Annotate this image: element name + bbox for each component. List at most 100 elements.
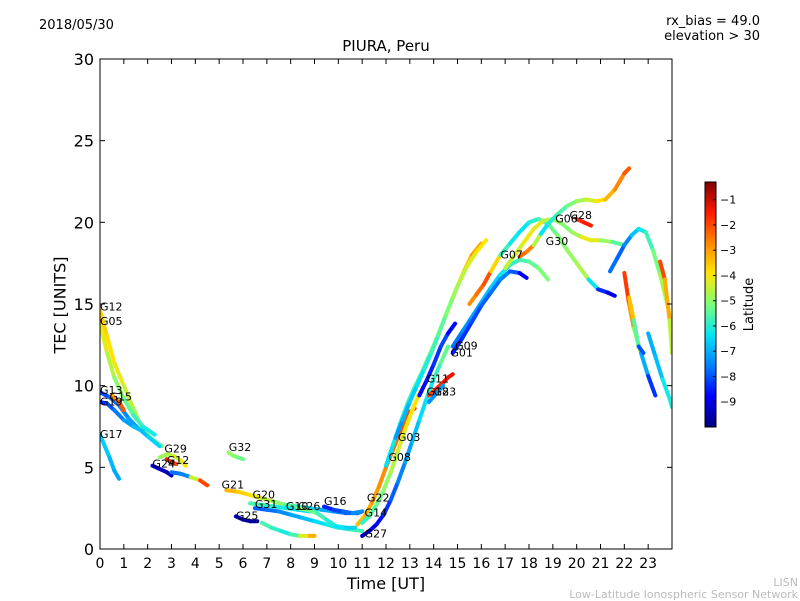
series-segment	[414, 367, 427, 388]
series-segment	[653, 354, 665, 382]
series-segment	[403, 439, 415, 465]
colorbar-tick-label: −9	[720, 396, 736, 409]
satellite-label: G28	[570, 209, 593, 222]
series-segment	[598, 238, 615, 244]
satellite-label: G14	[365, 506, 388, 519]
series-segment	[560, 221, 574, 235]
series-segment	[376, 465, 388, 489]
series-segment	[467, 292, 479, 306]
series-segment	[102, 444, 112, 460]
x-tick-label: 23	[639, 556, 657, 572]
satellite-label: G03	[398, 431, 421, 444]
satellite-label: G22	[367, 492, 390, 505]
series-segment	[248, 501, 265, 507]
y-tick-label: 5	[84, 458, 94, 477]
series-segment	[112, 408, 126, 422]
x-tick-label: 11	[353, 556, 371, 572]
series-segment	[179, 458, 188, 468]
series-g18	[426, 372, 455, 398]
series-segment	[350, 509, 365, 516]
colorbar-tick-label: −8	[720, 370, 736, 383]
y-tick-label: 15	[74, 295, 94, 314]
series-g02a	[169, 470, 210, 488]
x-tick-label: 3	[167, 556, 176, 572]
chart-title: PIURA, Peru	[342, 37, 430, 55]
series-segment	[660, 377, 672, 401]
series-segment	[224, 488, 241, 494]
series-segment	[388, 480, 400, 502]
satellite-label: G06	[555, 212, 578, 225]
satellite-label: G17	[100, 428, 123, 441]
series-segment	[260, 496, 276, 504]
series-segment	[248, 493, 265, 501]
series-segment	[369, 484, 381, 506]
series-segment	[538, 221, 551, 236]
series-segment	[546, 212, 560, 226]
rx-bias-label: rx_bias = 49.0	[666, 14, 760, 29]
series-segment	[400, 400, 412, 422]
series-g10	[260, 520, 317, 538]
series-segment	[488, 272, 503, 290]
satellite-label: G19	[100, 395, 123, 408]
series-segment	[646, 331, 658, 359]
series-segment	[436, 313, 448, 338]
series-g26	[295, 506, 358, 530]
series-segment	[581, 220, 593, 228]
series-segment	[107, 395, 122, 408]
chart-date: 2018/05/30	[39, 18, 114, 33]
series-segment	[422, 351, 434, 372]
series-segment	[503, 253, 517, 271]
series-segment	[260, 502, 276, 509]
series-segment	[445, 372, 455, 380]
series-segment	[403, 408, 415, 432]
satellite-label: G12	[167, 454, 190, 467]
series-g07	[467, 217, 617, 306]
satellite-label: G24	[152, 457, 175, 470]
series-segment	[112, 468, 122, 481]
x-tick-label: 2	[143, 556, 152, 572]
satellite-label: G13	[100, 384, 123, 397]
series-g01	[450, 269, 529, 355]
series-g15	[109, 393, 126, 413]
y-tick-label: 10	[74, 377, 94, 396]
series-segment	[100, 432, 107, 449]
series-segment	[112, 360, 126, 388]
series-segment	[631, 318, 641, 349]
series-g03	[393, 238, 489, 440]
series-segment	[662, 277, 672, 323]
y-tick-label: 20	[74, 213, 94, 232]
series-segment	[586, 277, 601, 292]
satellite-label: G10	[286, 500, 309, 513]
satellite-label: G01	[450, 346, 473, 359]
series-segment	[131, 413, 145, 429]
series-segment	[410, 417, 422, 444]
series-segment	[381, 470, 393, 493]
series-segment	[498, 269, 512, 282]
series-segment	[450, 279, 462, 300]
satellite-label: G18	[427, 385, 450, 398]
series-segment	[460, 319, 474, 341]
x-tick-label: 1	[119, 556, 128, 572]
series-segment	[479, 285, 493, 305]
series-segment	[658, 259, 667, 282]
satellite-label: G15	[110, 390, 133, 403]
colorbar-tick-label: −1	[720, 194, 736, 207]
series-segment	[271, 499, 288, 507]
series-segment	[434, 383, 446, 396]
series-g17	[100, 432, 122, 481]
series-segment	[117, 400, 126, 413]
series-segment	[312, 519, 329, 527]
series-segment	[512, 239, 527, 257]
series-segment	[384, 442, 396, 468]
series-segment	[395, 460, 408, 485]
series-g28	[574, 217, 593, 228]
series-g_r1	[622, 270, 658, 398]
series-g24	[150, 463, 174, 478]
series-segment	[121, 383, 136, 411]
satellite-label: G27	[365, 528, 388, 541]
series-segment	[367, 502, 379, 519]
series-segment	[488, 277, 503, 295]
x-tick-label: 6	[239, 556, 248, 572]
x-tick-label: 5	[215, 556, 224, 572]
satellite-label: G07	[500, 248, 523, 261]
